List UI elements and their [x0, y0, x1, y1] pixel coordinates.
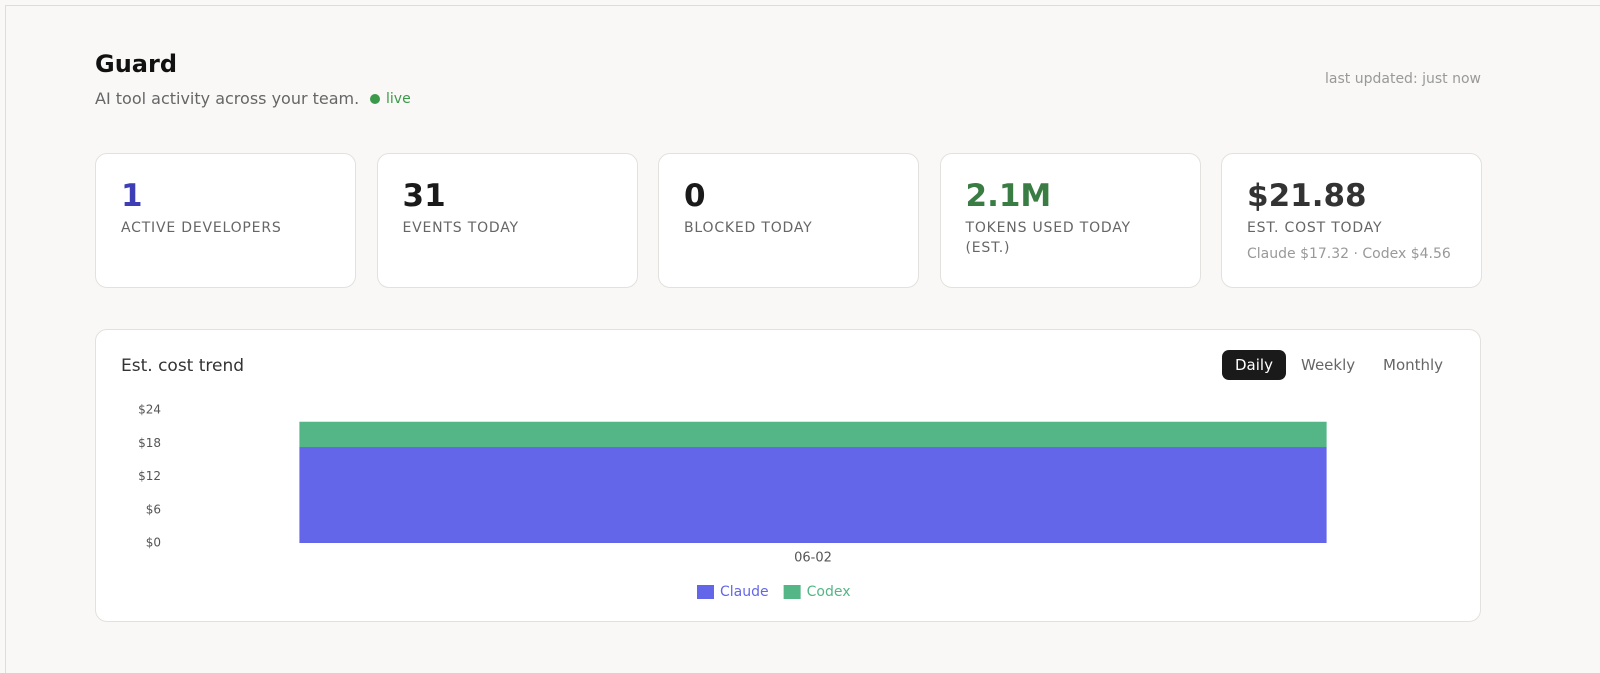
subtitle: AI tool activity across your team.: [95, 89, 360, 108]
legend-swatch: [783, 585, 801, 599]
period-button[interactable]: Monthly: [1383, 356, 1444, 374]
stat-value: 1: [121, 178, 143, 214]
stat-detail: Claude $17.32 · Codex $4.56: [1247, 246, 1451, 262]
stat-label: ACTIVE DEVELOPERS: [121, 220, 282, 236]
stat-label: EVENTS TODAY: [402, 220, 519, 236]
y-tick-label: $18: [138, 436, 161, 450]
chart-title: Est. cost trend: [121, 356, 244, 376]
stat-card: 0 BLOCKED TODAY: [658, 153, 919, 288]
x-tick-label: 06-02: [794, 551, 832, 566]
period-button[interactable]: Weekly: [1301, 356, 1356, 374]
legend-swatch: [697, 585, 714, 599]
stat-card: 2.1M TOKENS USED TODAY (EST.): [939, 153, 1201, 288]
stat-card: 31 EVENTS TODAY: [376, 153, 638, 288]
stat-value: $21.88: [1247, 178, 1367, 214]
frame: [5, 5, 1600, 673]
legend-label: Claude: [720, 584, 769, 600]
period-button[interactable]: Daily: [1222, 350, 1286, 380]
legend-label: Codex: [807, 584, 851, 600]
chart: Est. cost trend $0 $6 $12 $18 $24 06-02 Claude…: [121, 356, 1327, 600]
stat-label: EST. COST TODAY: [1247, 220, 1383, 236]
stat-value: 31: [402, 178, 446, 214]
last-updated: last updated: just now: [1325, 71, 1481, 87]
stat-card: $21.88 EST. COST TODAY Claude $17.32 · Cod…: [1221, 153, 1482, 288]
chart-card: Daily Weekly Monthly Est. cost trend $0 $6 $…: [95, 329, 1481, 622]
stat-value: 0: [684, 178, 706, 214]
page-title: Guard: [95, 50, 177, 78]
y-tick-label: $6: [146, 502, 161, 516]
y-tick-label: $0: [146, 536, 161, 550]
bar-segment: [299, 421, 1327, 448]
stat-label: BLOCKED TODAY: [684, 220, 813, 236]
y-tick-label: $24: [138, 403, 161, 417]
y-tick-label: $12: [138, 469, 161, 483]
stat-value: 2.1M: [965, 178, 1052, 214]
bar-segment: [299, 447, 1327, 543]
live-status: live: [370, 91, 411, 107]
stat-card: 1 ACTIVE DEVELOPERS: [95, 153, 356, 288]
stat-label: TOKENS USED TODAY (EST.): [965, 220, 1131, 256]
